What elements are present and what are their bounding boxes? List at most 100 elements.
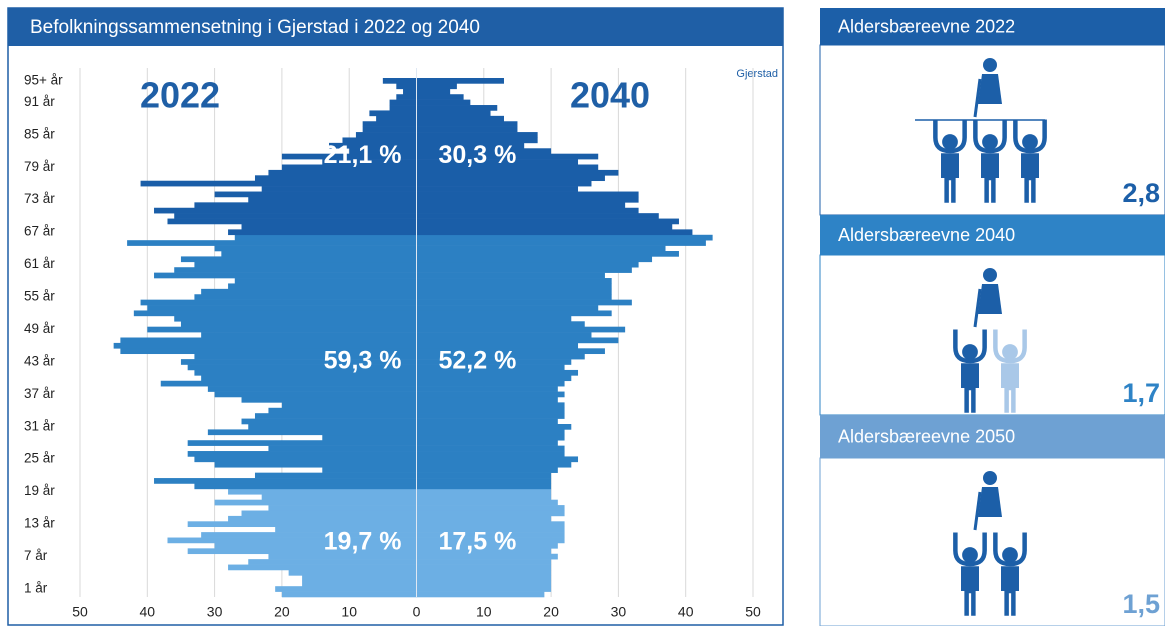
bar bbox=[382, 78, 417, 84]
bar bbox=[140, 299, 417, 306]
panel-body bbox=[819, 457, 1165, 626]
bar bbox=[133, 310, 417, 317]
y-tick-label: 1 år bbox=[24, 580, 48, 595]
bar bbox=[416, 315, 572, 322]
bar bbox=[261, 494, 417, 500]
bar bbox=[403, 88, 417, 95]
bar bbox=[416, 337, 619, 344]
bar bbox=[241, 510, 417, 517]
bar bbox=[214, 191, 417, 198]
y-tick-label: 49 år bbox=[24, 321, 55, 336]
bar bbox=[416, 234, 713, 241]
series-name: 2040 bbox=[570, 75, 650, 116]
bar bbox=[396, 94, 417, 100]
bar bbox=[416, 359, 572, 365]
bar bbox=[416, 515, 552, 522]
bar bbox=[416, 99, 471, 106]
bar bbox=[322, 159, 417, 165]
bar bbox=[174, 267, 417, 273]
bar bbox=[254, 413, 417, 419]
bar bbox=[241, 396, 417, 403]
bar bbox=[302, 575, 417, 582]
panel-value: 2,8 bbox=[1122, 178, 1160, 208]
panel-header bbox=[820, 215, 1165, 255]
bar bbox=[221, 251, 417, 257]
bar bbox=[416, 553, 558, 560]
bar bbox=[261, 186, 417, 192]
bar bbox=[174, 213, 417, 219]
bar bbox=[342, 137, 417, 144]
bar bbox=[194, 261, 417, 268]
bar bbox=[416, 510, 565, 517]
bar bbox=[241, 418, 417, 425]
bar bbox=[416, 180, 592, 187]
bar bbox=[416, 391, 565, 398]
bar bbox=[416, 121, 518, 127]
bar bbox=[281, 164, 417, 171]
bar bbox=[248, 424, 417, 430]
y-tick-label: 67 år bbox=[24, 224, 55, 239]
bar bbox=[416, 342, 579, 349]
bar bbox=[416, 580, 552, 587]
bar bbox=[416, 94, 464, 100]
bar bbox=[416, 413, 565, 419]
bar bbox=[214, 245, 417, 252]
bar bbox=[416, 375, 572, 382]
bar bbox=[416, 591, 545, 598]
bar bbox=[416, 418, 558, 425]
plot: 50 40 30 20 10 0 10 20 30 40 50 2022 2040 1 år 7 år 13 … bbox=[24, 68, 761, 620]
x-tick-label: 30 bbox=[207, 604, 223, 620]
y-tick-label: 61 år bbox=[24, 256, 55, 271]
bar bbox=[416, 256, 653, 263]
bar bbox=[416, 278, 612, 284]
bar bbox=[416, 483, 552, 490]
bar bbox=[180, 321, 417, 327]
bar bbox=[154, 207, 417, 214]
bar bbox=[228, 283, 417, 290]
y-tick-label: 19 år bbox=[24, 483, 55, 498]
bar bbox=[154, 478, 417, 484]
bar bbox=[254, 472, 417, 479]
y-tick-label: 37 år bbox=[24, 386, 55, 401]
bar bbox=[302, 580, 417, 587]
bar bbox=[120, 348, 417, 355]
bar bbox=[322, 467, 417, 473]
bar bbox=[275, 526, 417, 533]
y-tick-label: 95+ år bbox=[24, 72, 63, 87]
bar bbox=[248, 196, 417, 203]
bar bbox=[194, 369, 417, 376]
bar bbox=[396, 83, 417, 90]
bar bbox=[207, 386, 417, 392]
bar bbox=[416, 478, 552, 484]
bar bbox=[416, 115, 504, 122]
y-tick-label: 79 år bbox=[24, 159, 55, 174]
bar bbox=[416, 110, 491, 117]
bar bbox=[147, 326, 417, 333]
bar bbox=[214, 461, 417, 468]
bar bbox=[187, 548, 417, 555]
bar bbox=[416, 564, 552, 571]
panel-title: Aldersbæreevne 2040 bbox=[838, 225, 1015, 245]
bar bbox=[416, 132, 538, 138]
x-tick-label: 50 bbox=[72, 604, 88, 620]
panel-body bbox=[819, 254, 1165, 416]
bar bbox=[180, 256, 417, 263]
bar bbox=[241, 223, 417, 230]
bar bbox=[416, 272, 605, 279]
bar bbox=[416, 88, 451, 95]
bar bbox=[416, 369, 579, 376]
panel-header bbox=[820, 8, 1165, 45]
share-label: 21,1 % bbox=[324, 141, 402, 169]
bar bbox=[416, 169, 619, 176]
bar bbox=[416, 191, 639, 198]
bar bbox=[214, 391, 417, 398]
bar bbox=[416, 537, 565, 544]
bar bbox=[416, 445, 565, 452]
bar bbox=[329, 142, 417, 149]
panel-header bbox=[820, 415, 1165, 458]
bar bbox=[228, 229, 417, 236]
bar bbox=[322, 434, 417, 441]
side-panels: Aldersbæreevne 2022 2,8 Aldersbæreevne 204… bbox=[819, 8, 1165, 626]
bar bbox=[268, 505, 417, 511]
x-tick-label: 10 bbox=[341, 604, 357, 620]
